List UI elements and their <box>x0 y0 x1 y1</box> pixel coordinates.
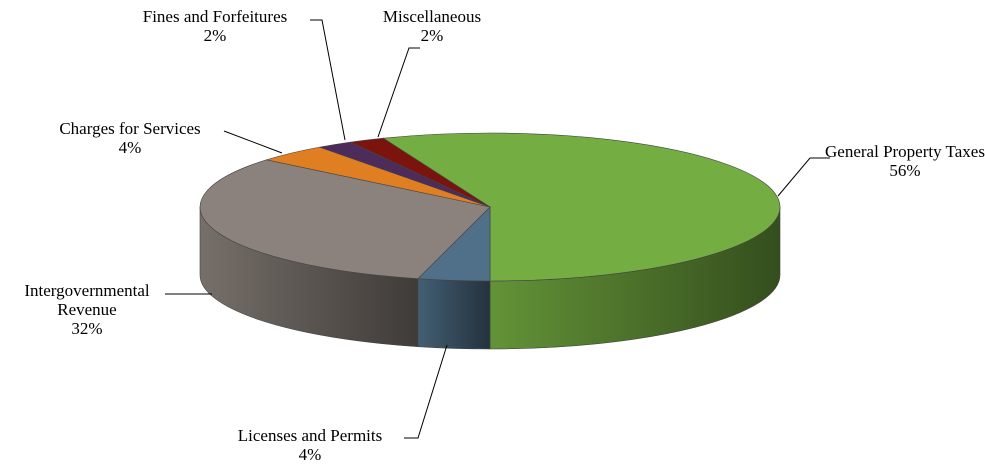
slice <box>349 137 491 208</box>
value-label: 4% <box>118 138 142 157</box>
value-label: 32% <box>71 319 103 338</box>
category-label: General Property Taxes <box>825 142 985 161</box>
slice-label: Licenses and Permits 4% <box>210 426 410 464</box>
leader-lines <box>165 19 830 439</box>
leader-line <box>377 47 420 138</box>
category-label: Licenses and Permits <box>237 426 383 445</box>
slice-label: Miscellaneous 2% <box>352 7 512 45</box>
value-label: 2% <box>420 26 444 45</box>
leader-line <box>310 19 346 141</box>
slice-label: Fines and Forfeitures 2% <box>115 7 315 45</box>
category-label: Fines and Forfeitures <box>142 7 288 26</box>
leader-line <box>223 130 283 154</box>
category-label: Charges for Services <box>59 119 201 138</box>
slice-label: Charges for Services 4% <box>30 119 230 157</box>
leader-line <box>404 344 448 439</box>
value-label: 4% <box>298 445 322 464</box>
slice-label: General Property Taxes 56% <box>825 142 985 180</box>
pie <box>199 132 781 350</box>
leader-line <box>777 157 830 197</box>
slice <box>199 159 491 279</box>
value-label: 56% <box>889 161 921 180</box>
slice-label: Intergovernmental Revenue 32% <box>6 281 168 338</box>
category-label: Miscellaneous <box>382 7 482 26</box>
slice <box>382 132 781 282</box>
category-label: Intergovernmental Revenue <box>24 281 150 319</box>
slice-side <box>417 278 491 350</box>
value-label: 2% <box>203 26 227 45</box>
